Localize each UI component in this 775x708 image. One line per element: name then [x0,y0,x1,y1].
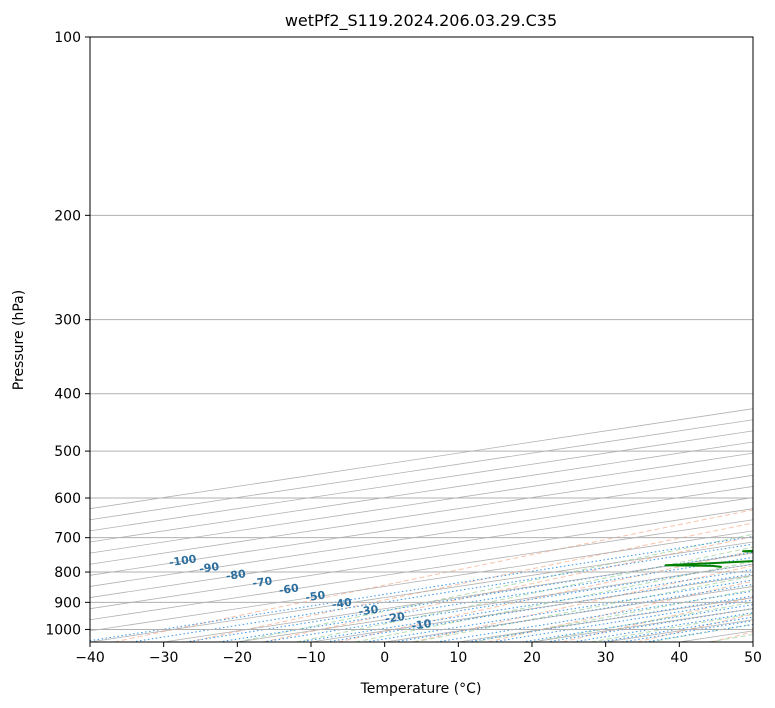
x-axis: −40 −30 −20 −10 0 10 20 30 40 50 [75,642,762,666]
isotherm-line [90,463,753,565]
y-tick-label: 200 [54,208,81,224]
isotherm-label: -30 [358,603,380,619]
isotherm-line [90,497,753,598]
isotherm-label: -90 [198,560,220,576]
x-tick-label: 50 [744,650,762,666]
y-tick-label: 400 [54,387,81,403]
x-tick-label: −10 [296,650,326,666]
x-tick-label: −30 [149,650,179,666]
isotherm-line [90,486,753,587]
isotherm-label: -40 [331,596,353,612]
x-tick-label: 30 [597,650,615,666]
isotherm-label: -50 [305,588,327,604]
x-tick-label: 20 [523,650,541,666]
plot-frame [89,36,754,643]
y-tick-label: 800 [54,565,81,581]
y-axis-label: Pressure (hPa) [11,290,27,390]
y-tick-label: 100 [54,30,81,46]
isotherm-line [90,530,753,632]
dry-adiabat-line [487,580,753,642]
y-tick-label: 900 [54,595,81,611]
isotherm-label: -60 [278,581,300,597]
moist-adiabat-line [237,533,753,642]
y-tick-label: 1000 [45,622,81,638]
x-tick-label: −40 [75,650,105,666]
y-tick-label: 700 [54,531,81,547]
x-tick-label: −20 [223,650,253,666]
isotherm-line [90,441,753,543]
y-tick-label: 600 [54,491,81,507]
isotherm-line [90,474,753,576]
mixing-ratio-line [325,573,753,642]
dry-adiabat-line [188,522,753,642]
isotherm-label: -80 [225,567,247,583]
moist-adiabat-line [414,575,753,642]
y-tick-label: 500 [54,444,81,460]
x-axis-label: Temperature (°C) [360,681,482,697]
mixing-ratio-line [365,579,753,642]
mixing-ratio-line [299,569,753,642]
grid-lines [90,37,753,642]
chart-title: wetPf2_S119.2024.206.03.29.C35 [285,11,557,31]
y-axis: 100 200 300 400 500 600 700 800 900 1000 [45,30,90,638]
dry-adiabat-line [338,550,753,642]
isotherm-line [90,452,753,554]
x-tick-label: 10 [449,650,467,666]
isotherm-label: -10 [411,617,433,633]
isotherm-line [90,519,753,621]
isotherm-line [90,508,753,610]
isotherm-label: -20 [384,610,406,626]
background-line-labels: -100-90-80-70-60-50-40-30-20-10010203040… [168,552,433,633]
isotherm-label: -70 [252,574,274,590]
isotherm-label: -100 [168,552,198,569]
y-tick-label: 300 [54,313,81,329]
x-tick-label: 0 [380,650,389,666]
dry-adiabat-line [114,509,753,642]
x-tick-label: 40 [670,650,688,666]
